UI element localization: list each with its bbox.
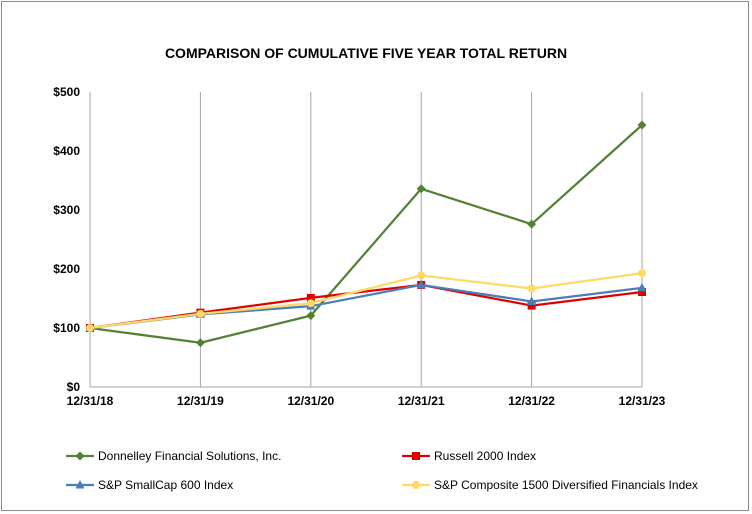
legend-swatch-marker	[412, 481, 420, 489]
legend-swatch-marker	[75, 451, 85, 461]
data-point	[196, 309, 205, 318]
series-group	[85, 120, 647, 348]
series-line	[89, 124, 643, 344]
y-tick-label: $400	[53, 144, 80, 158]
legend-label: Russell 2000 Index	[434, 449, 536, 463]
x-tick-label: 12/31/19	[177, 394, 224, 408]
data-point	[637, 282, 647, 292]
data-point	[195, 338, 205, 348]
x-axis-ticks: 12/31/18 12/31/19 12/31/20 12/31/21 12/31/22…	[67, 394, 666, 408]
series-3	[85, 279, 647, 332]
y-tick-label: $100	[53, 321, 80, 335]
series-4	[86, 269, 646, 332]
data-point	[416, 184, 426, 194]
x-tick-label: 12/31/20	[287, 394, 334, 408]
chart-title: COMPARISON OF CUMULATIVE FIVE YEAR TOTAL…	[165, 45, 567, 61]
legend-label: S&P Composite 1500 Diversified Financial…	[434, 478, 698, 492]
series-line	[89, 272, 643, 330]
series-line	[89, 283, 643, 330]
legend-swatch-marker	[75, 480, 85, 489]
data-point	[417, 271, 426, 280]
data-point	[527, 296, 537, 305]
legend: Donnelley Financial Solutions, Inc. Russe…	[66, 449, 698, 492]
y-tick-label: $0	[67, 380, 81, 394]
data-point	[527, 219, 537, 229]
legend-item: S&P Composite 1500 Diversified Financial…	[402, 478, 698, 492]
data-point	[638, 288, 646, 297]
x-tick-label: 12/31/21	[398, 394, 445, 408]
legend-label: S&P SmallCap 600 Index	[98, 478, 233, 492]
data-point	[416, 279, 426, 289]
legend-item: S&P SmallCap 600 Index	[66, 478, 233, 492]
axes	[89, 92, 642, 388]
data-point	[527, 301, 536, 310]
x-tick-label: 12/31/23	[619, 394, 666, 408]
data-point	[306, 293, 315, 302]
y-tick-label: $300	[53, 203, 80, 217]
y-tick-label: $200	[53, 262, 80, 276]
legend-swatch-marker	[412, 452, 420, 460]
data-point	[306, 311, 316, 321]
data-point	[527, 284, 536, 293]
legend-label: Donnelley Financial Solutions, Inc.	[98, 449, 281, 463]
legend-item: Russell 2000 Index	[402, 449, 536, 463]
data-point	[86, 324, 94, 332]
data-point	[638, 269, 646, 278]
series-1	[85, 120, 647, 348]
y-axis-ticks: $0 $100 $200 $300 $400 $500	[53, 85, 80, 394]
legend-item: Donnelley Financial Solutions, Inc.	[66, 449, 281, 463]
x-tick-label: 12/31/18	[67, 394, 114, 408]
data-point	[306, 299, 315, 308]
gridlines	[199, 92, 643, 387]
y-tick-label: $500	[53, 85, 80, 99]
data-point	[637, 120, 647, 130]
x-tick-label: 12/31/22	[508, 394, 555, 408]
